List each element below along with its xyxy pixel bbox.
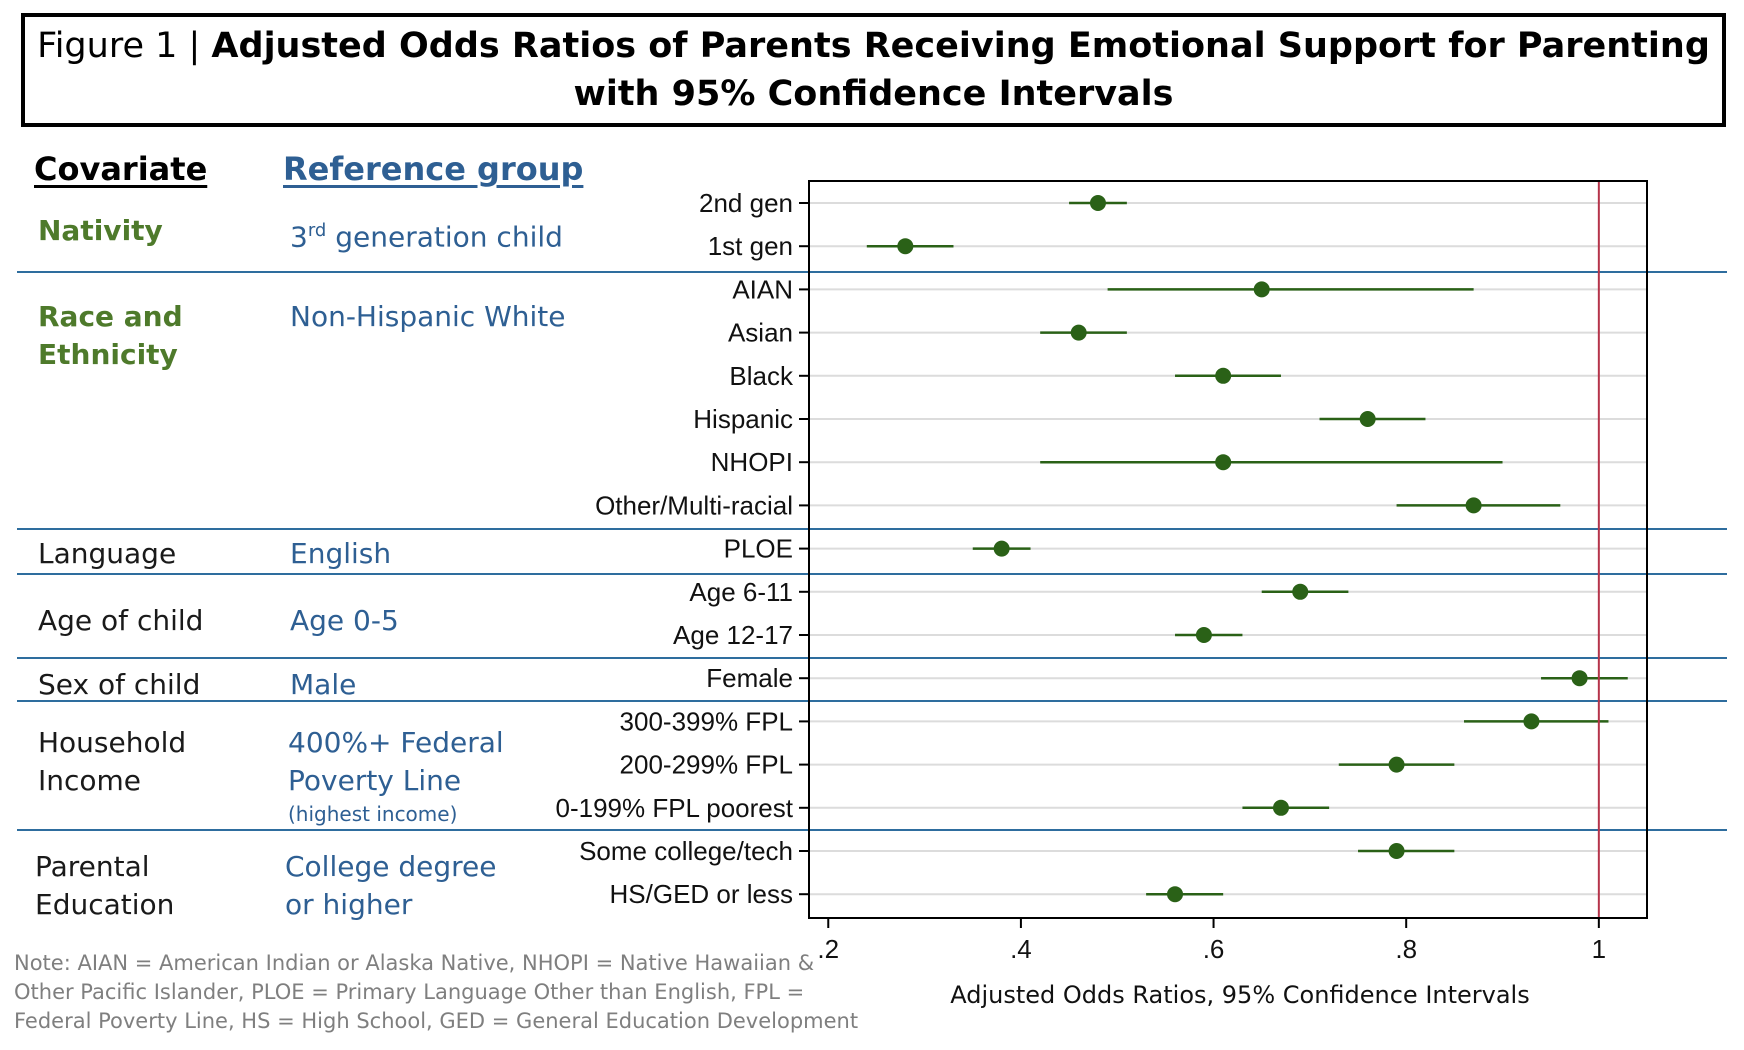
odds-ratio-point — [1167, 886, 1184, 903]
label-layer: 2nd gen 1st gen AIAN Asian Black Hispanic NHOP… — [555, 188, 1606, 964]
ref-sup-post: generation child — [326, 220, 563, 254]
odds-ratio-point — [1089, 195, 1106, 211]
group-separator — [17, 700, 1727, 702]
covariate-education-line2: Education — [35, 888, 175, 921]
footnote: Note: AIAN = American Indian or Alaska N… — [14, 951, 859, 1033]
odds-ratio-point — [1571, 670, 1588, 687]
covariate-nativity: Nativity — [38, 214, 163, 247]
reference-education: College degree or higher — [285, 848, 497, 924]
reference-nativity: 3rd generation child — [290, 212, 563, 256]
odds-ratio-point — [1359, 411, 1376, 427]
group-separator — [17, 657, 1727, 659]
category-label: PLOE — [724, 534, 793, 564]
odds-ratio-point — [993, 540, 1010, 557]
category-label: 0-199% FPL poorest — [555, 793, 793, 823]
reference-education-line2: or higher — [285, 888, 413, 921]
category-label: Age 12-17 — [673, 620, 793, 650]
reference-header: Reference group — [283, 150, 584, 188]
reference-income: 400%+ Federal Poverty Line (highest inco… — [288, 724, 504, 828]
category-label: Black — [729, 361, 794, 391]
odds-ratio-point — [1215, 367, 1232, 384]
category-label: Asian — [728, 318, 793, 348]
odds-ratio-point — [1388, 756, 1405, 773]
title-prefix: Figure 1 | — [37, 26, 212, 66]
reference-income-line2: Poverty Line — [288, 764, 462, 797]
figure-title: Figure 1 | Adjusted Odds Ratios of Paren… — [21, 13, 1726, 127]
group-separator — [17, 829, 1727, 831]
category-label: HS/GED or less — [610, 879, 794, 909]
reference-income-note: (highest income) — [288, 802, 458, 826]
ref-sup: rd — [307, 220, 327, 241]
covariate-race-ethnicity: Race and Ethnicity — [38, 298, 183, 374]
x-tick-label: .4 — [1010, 934, 1032, 964]
x-tick-label: .8 — [1395, 934, 1417, 964]
x-tick-label: .2 — [817, 934, 839, 964]
covariate-education: Parental Education — [35, 848, 174, 924]
odds-ratio-point — [1253, 281, 1270, 298]
covariate-race-line1: Race and — [38, 300, 183, 333]
x-tick-label: .6 — [1203, 934, 1225, 964]
odds-ratio-point — [1292, 583, 1309, 600]
odds-ratio-point — [1195, 627, 1212, 643]
category-label: 2nd gen — [699, 188, 793, 218]
data-layer — [866, 181, 1628, 918]
reference-sex: Male — [290, 668, 357, 701]
grid-layer — [809, 202, 1647, 896]
odds-ratio-point — [1215, 454, 1232, 471]
odds-ratio-point — [1070, 324, 1087, 341]
category-label: Age 6-11 — [689, 577, 793, 607]
ref-sup-pre: 3 — [290, 220, 308, 254]
covariate-language: Language — [38, 537, 177, 570]
odds-ratio-point — [1272, 799, 1289, 816]
category-label: Hispanic — [693, 404, 793, 434]
odds-ratio-point — [1523, 713, 1540, 730]
title-line-1: Figure 1 | Adjusted Odds Ratios of Paren… — [37, 22, 1710, 70]
x-tick-label: 1 — [1592, 934, 1606, 964]
reference-education-line1: College degree — [285, 850, 497, 883]
group-separator — [17, 271, 1727, 273]
covariate-race-line2: Ethnicity — [38, 338, 178, 371]
covariate-income-line1: Household — [38, 726, 187, 759]
category-label: 200-299% FPL — [620, 750, 793, 780]
category-label: Some college/tech — [579, 836, 793, 866]
reference-age: Age 0-5 — [290, 604, 399, 637]
covariate-income: Household Income — [38, 724, 186, 800]
x-axis-label: Adjusted Odds Ratios, 95% Confidence Int… — [950, 981, 1529, 1009]
group-separator — [17, 573, 1727, 575]
category-label: Female — [706, 663, 793, 693]
reference-income-line1: 400%+ Federal — [288, 726, 504, 759]
covariate-sex: Sex of child — [38, 668, 201, 701]
odds-ratio-point — [897, 238, 914, 255]
covariate-age: Age of child — [38, 604, 204, 637]
category-label: AIAN — [732, 274, 793, 304]
title-main: Adjusted Odds Ratios of Parents Receivin… — [211, 26, 1710, 66]
category-label: NHOPI — [711, 447, 793, 477]
reference-race-ethnicity: Non-Hispanic White — [290, 300, 566, 333]
category-label: 1st gen — [708, 231, 793, 261]
group-separator — [17, 528, 1727, 530]
covariate-education-line1: Parental — [35, 850, 150, 883]
covariate-income-line2: Income — [38, 764, 142, 797]
odds-ratio-point — [1465, 497, 1482, 514]
category-label: 300-399% FPL — [620, 706, 793, 736]
category-label: Other/Multi-racial — [595, 490, 793, 520]
reference-language: English — [290, 537, 392, 570]
title-line-2: with 95% Confidence Intervals — [573, 74, 1174, 114]
covariate-header: Covariate — [34, 150, 208, 188]
odds-ratio-point — [1388, 843, 1405, 859]
